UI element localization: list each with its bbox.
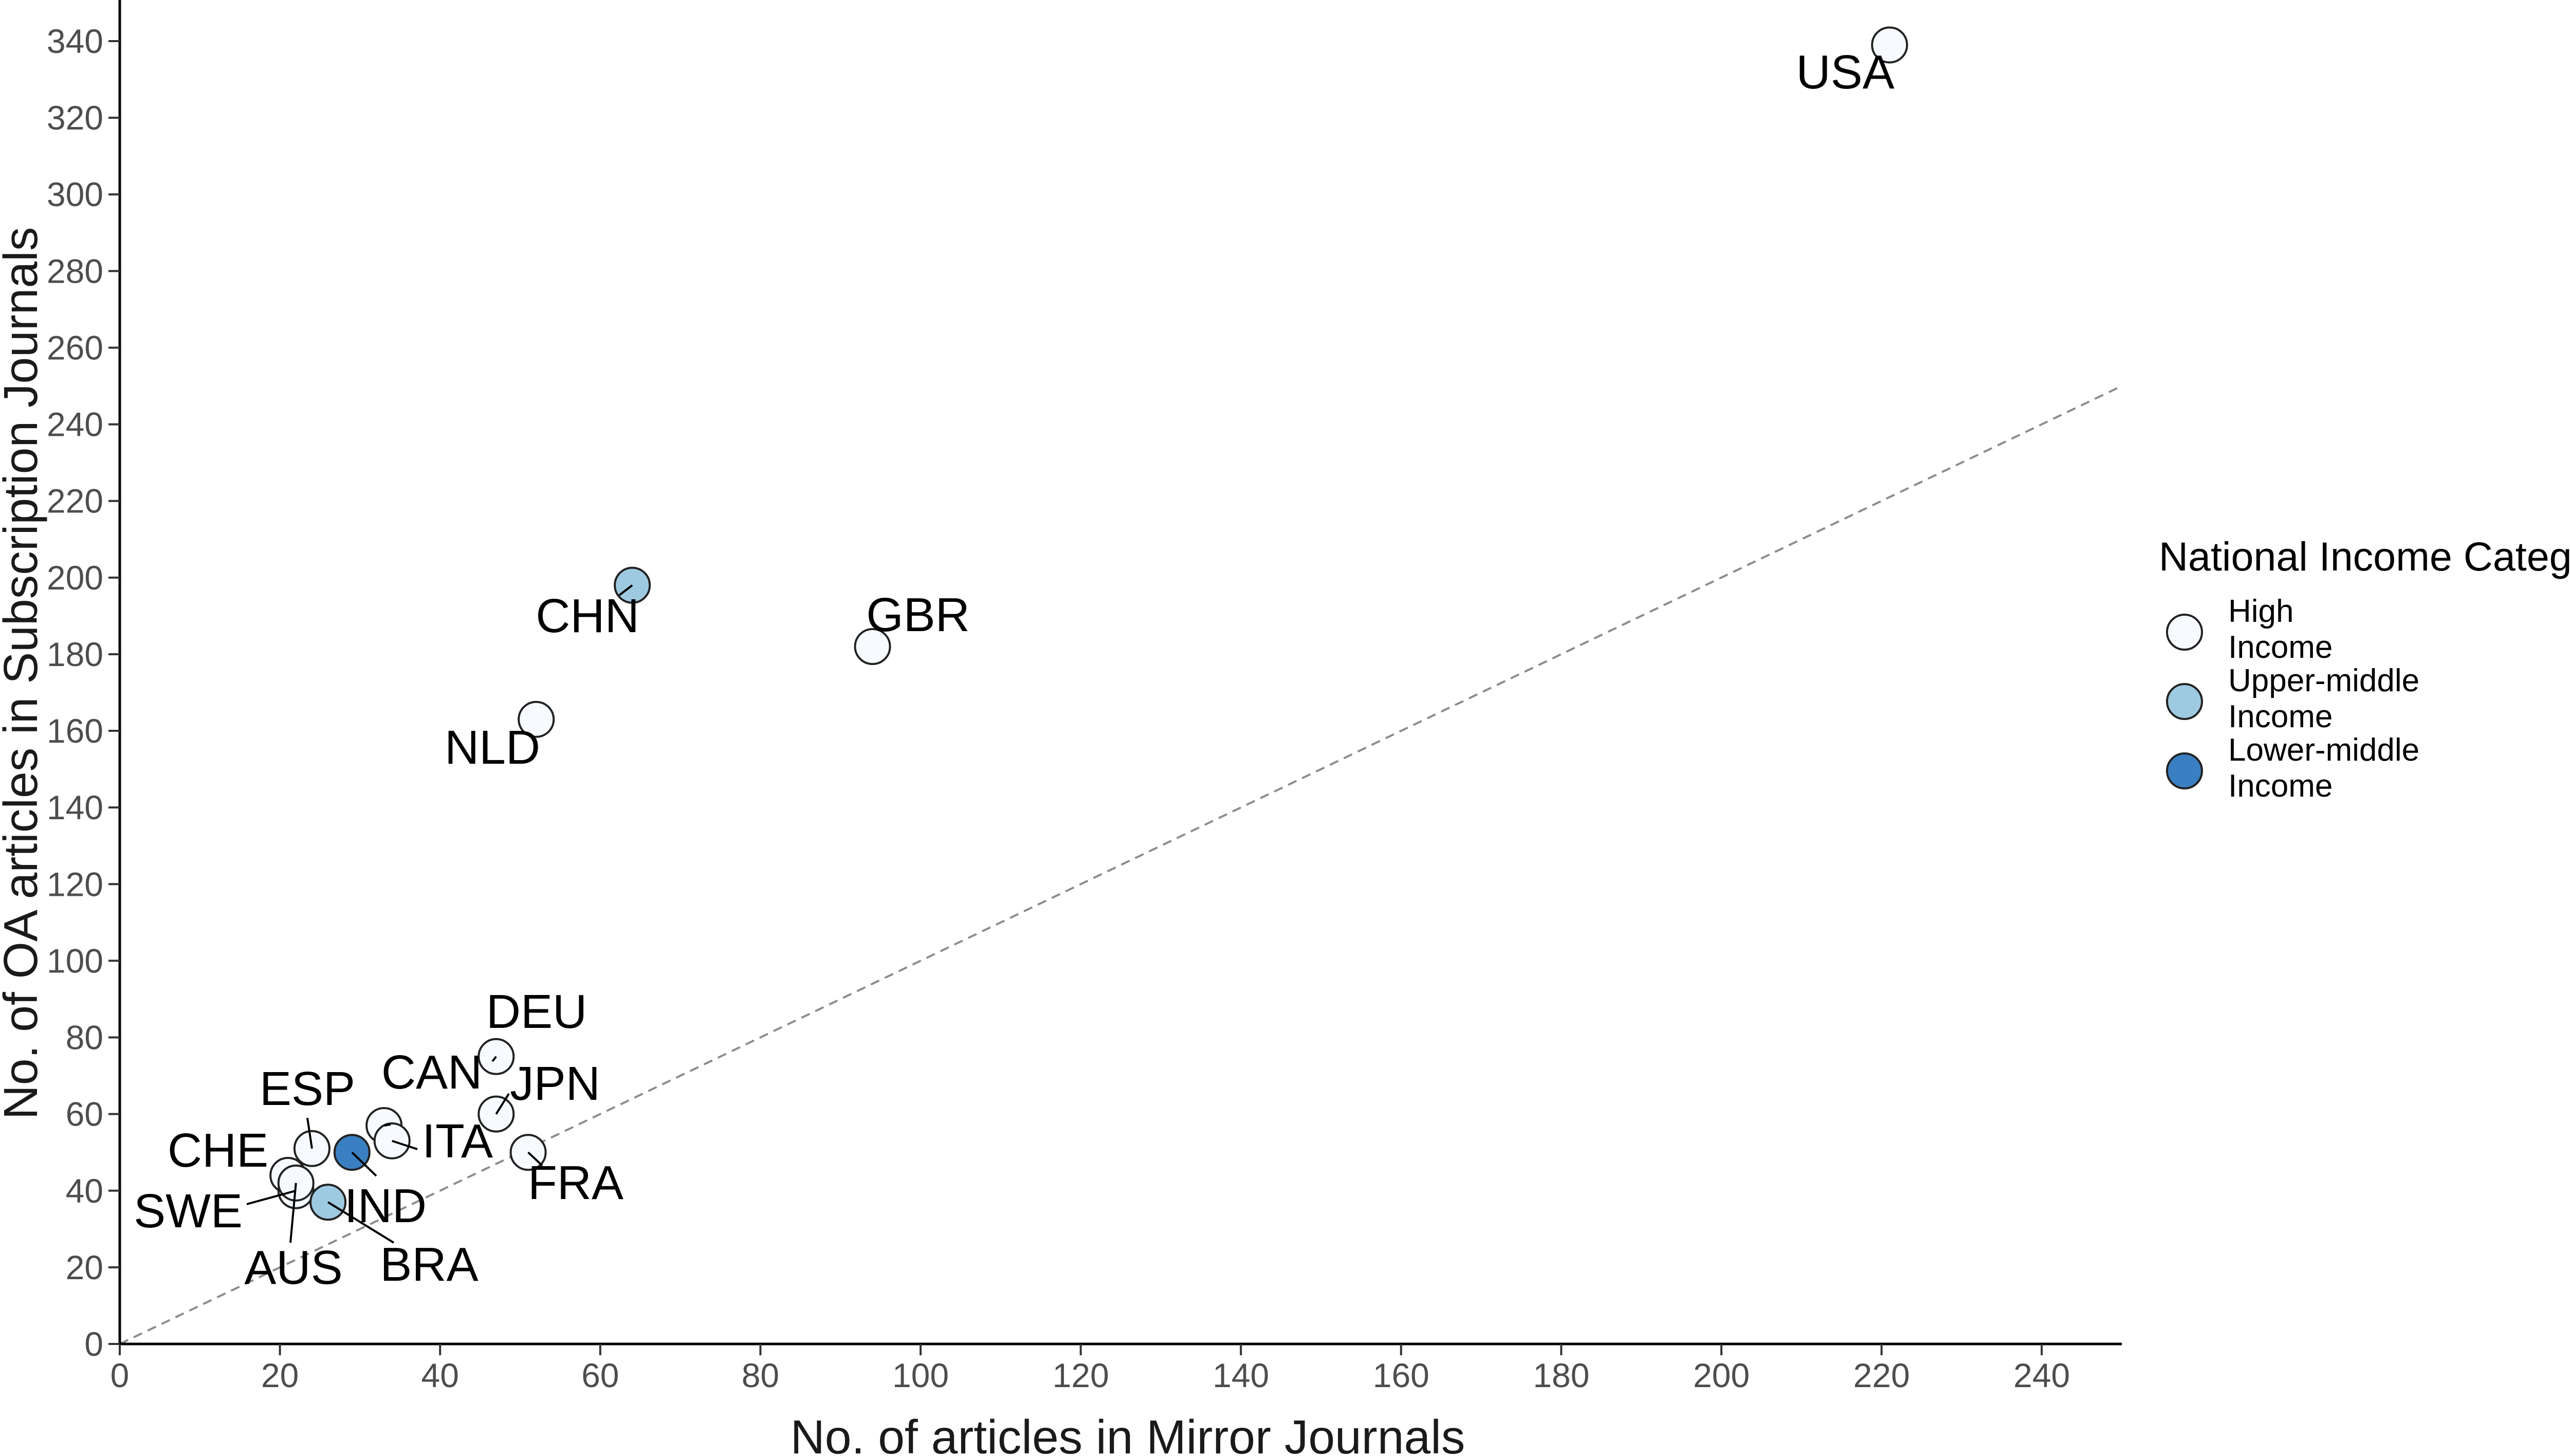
data-label-swe: SWE <box>134 1184 243 1238</box>
x-axis-title: No. of articles in Mirror Journals <box>791 1410 1465 1456</box>
x-tick-label: 20 <box>261 1356 299 1394</box>
x-tick-label: 100 <box>892 1356 949 1394</box>
point-labels: USA CHN GBR NLD DEU JPN CAN ITA FRA ESP IND CHE SWEA… <box>134 45 1895 1294</box>
x-tick-label: 140 <box>1213 1356 1269 1394</box>
data-label-bra: BRA <box>380 1238 478 1291</box>
x-tick-label: 160 <box>1373 1356 1429 1394</box>
y-axis-title: No. of OA articles in Subscription Journ… <box>0 227 47 1120</box>
data-point-usa <box>1871 26 1908 64</box>
data-point-gbr <box>854 628 891 666</box>
axes: 0 20 40 60 80 100 120 140 160 180 200 220 240 0 20 40 60… <box>47 0 2122 1394</box>
x-tick-label: 180 <box>1533 1356 1589 1394</box>
y-tick-label: 60 <box>66 1095 103 1133</box>
y-tick-label: 280 <box>47 252 103 290</box>
y-tick-label: 220 <box>47 482 103 520</box>
data-label-ita: ITA <box>422 1114 493 1168</box>
x-tick-label: 220 <box>1853 1356 1910 1394</box>
label-leader-esp <box>306 1117 313 1149</box>
label-leader-bra <box>327 1201 395 1244</box>
data-label-nld: NLD <box>445 721 540 774</box>
x-tick-label: 80 <box>742 1356 779 1394</box>
legend-label-line1: Upper-middle <box>2228 663 2419 698</box>
legend: National Income Category HighIncomeUpper… <box>2159 533 2570 804</box>
y-tick-label: 120 <box>47 865 103 903</box>
legend-key-2 <box>2166 752 2203 789</box>
data-label-fra: FRA <box>528 1156 623 1209</box>
data-label-chn: CHN <box>536 589 639 642</box>
label-leader-deu <box>491 1056 497 1062</box>
legend-key-1 <box>2166 683 2203 720</box>
data-label-gbr: GBR <box>866 588 970 641</box>
y-tick-label: 240 <box>47 406 103 444</box>
x-tick-label: 60 <box>581 1356 619 1394</box>
y-tick-label: 160 <box>47 712 103 750</box>
y-tick-label: 320 <box>47 99 103 137</box>
y-tick-label: 40 <box>66 1172 103 1210</box>
legend-label-line2: Income <box>2228 630 2333 665</box>
data-points <box>269 26 1908 1221</box>
legend-label-line1: Lower-middle <box>2228 732 2419 768</box>
y-tick-label: 180 <box>47 635 103 673</box>
label-leader-jpn <box>495 1093 510 1115</box>
label-leader-ita <box>392 1139 418 1150</box>
data-label-che: CHE <box>168 1123 268 1177</box>
data-label-esp: ESP <box>260 1062 355 1115</box>
x-tick-label: 200 <box>1693 1356 1750 1394</box>
label-leader-aus <box>289 1183 297 1243</box>
y-tick-label: 140 <box>47 788 103 826</box>
y-tick-label: 260 <box>47 328 103 366</box>
data-label-can: CAN <box>381 1045 482 1099</box>
label-leader-chn <box>618 584 633 596</box>
y-tick-label: 300 <box>47 175 103 213</box>
y-tick-label: 200 <box>47 559 103 597</box>
data-point-nld <box>518 701 555 738</box>
label-leader-swe <box>246 1189 297 1205</box>
label-leader-can <box>383 1123 391 1127</box>
y-tick-label: 100 <box>47 942 103 980</box>
legend-key-0 <box>2166 614 2203 651</box>
data-label-aus: AUS <box>244 1241 342 1294</box>
y-tick-label: 0 <box>84 1325 103 1363</box>
data-label-ind: IND <box>344 1179 427 1232</box>
y-tick-label: 340 <box>47 22 103 60</box>
legend-label-line2: Income <box>2228 768 2333 804</box>
y-tick-label: 20 <box>66 1248 103 1286</box>
legend-label-line2: Income <box>2228 699 2333 734</box>
label-leader-ind <box>351 1151 377 1177</box>
x-tick-label: 40 <box>421 1356 458 1394</box>
legend-title: National Income Category <box>2159 533 2570 579</box>
legend-label-line1: High <box>2228 594 2294 629</box>
label-leader-fra <box>527 1151 543 1167</box>
y-tick-label: 80 <box>66 1019 103 1057</box>
x-tick-label: 0 <box>111 1356 130 1394</box>
data-label-usa: USA <box>1796 45 1894 99</box>
data-label-deu: DEU <box>486 985 587 1038</box>
x-tick-label: 120 <box>1053 1356 1109 1394</box>
x-tick-label: 240 <box>2013 1356 2070 1394</box>
data-label-jpn: JPN <box>510 1057 600 1110</box>
